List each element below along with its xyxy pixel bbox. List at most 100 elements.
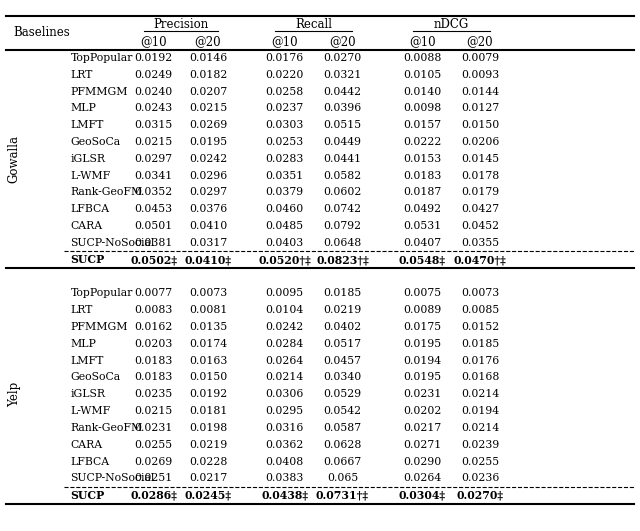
Text: 0.0174: 0.0174 <box>189 339 227 349</box>
Text: 0.0648: 0.0648 <box>323 238 362 248</box>
Text: 0.0095: 0.0095 <box>266 288 304 298</box>
Text: 0.0410: 0.0410 <box>189 221 227 231</box>
Text: 0.0127: 0.0127 <box>461 104 499 114</box>
Text: 0.0146: 0.0146 <box>189 53 227 63</box>
Text: L-WMF: L-WMF <box>70 170 111 181</box>
Text: PFMMGM: PFMMGM <box>70 322 128 332</box>
Text: 0.065: 0.065 <box>327 473 358 483</box>
Text: 0.0379: 0.0379 <box>266 187 304 198</box>
Text: 0.0181: 0.0181 <box>189 406 227 416</box>
Text: Baselines: Baselines <box>13 26 70 39</box>
Text: 0.0667: 0.0667 <box>323 457 362 467</box>
Text: 0.0255: 0.0255 <box>134 440 173 450</box>
Text: 0.0168: 0.0168 <box>461 372 499 382</box>
Text: PFMMGM: PFMMGM <box>70 87 128 97</box>
Text: 0.0515: 0.0515 <box>323 120 362 130</box>
Text: 0.0219: 0.0219 <box>189 440 227 450</box>
Text: 0.0340: 0.0340 <box>323 372 362 382</box>
Text: 0.0228: 0.0228 <box>189 457 227 467</box>
Text: 0.0105: 0.0105 <box>403 70 442 80</box>
Text: 0.0214: 0.0214 <box>266 372 304 382</box>
Text: 0.0081: 0.0081 <box>189 305 227 315</box>
Text: L-WMF: L-WMF <box>70 406 111 416</box>
Text: LRT: LRT <box>70 305 93 315</box>
Text: 0.0255: 0.0255 <box>461 457 499 467</box>
Text: 0.0253: 0.0253 <box>266 137 304 147</box>
Text: 0.0381: 0.0381 <box>134 238 173 248</box>
Text: 0.0075: 0.0075 <box>403 288 442 298</box>
Text: 0.0214: 0.0214 <box>461 423 499 433</box>
Text: 0.0135: 0.0135 <box>189 322 227 332</box>
Text: 0.0237: 0.0237 <box>266 104 304 114</box>
Text: 0.0178: 0.0178 <box>461 170 499 181</box>
Text: 0.0470†‡: 0.0470†‡ <box>454 254 506 266</box>
Text: Gowalla: Gowalla <box>8 135 20 183</box>
Text: 0.0194: 0.0194 <box>403 356 442 366</box>
Text: 0.0295: 0.0295 <box>266 406 304 416</box>
Text: @10: @10 <box>409 35 436 48</box>
Text: 0.0290: 0.0290 <box>403 457 442 467</box>
Text: 0.0792: 0.0792 <box>323 221 362 231</box>
Text: 0.0231: 0.0231 <box>134 423 173 433</box>
Text: 0.0207: 0.0207 <box>189 87 227 97</box>
Text: 0.0179: 0.0179 <box>461 187 499 198</box>
Text: 0.0408: 0.0408 <box>266 457 304 467</box>
Text: TopPopular: TopPopular <box>70 288 132 298</box>
Text: 0.0085: 0.0085 <box>461 305 499 315</box>
Text: nDCG: nDCG <box>433 18 469 31</box>
Text: 0.0317: 0.0317 <box>189 238 227 248</box>
Text: 0.0073: 0.0073 <box>189 288 227 298</box>
Text: 0.0284: 0.0284 <box>266 339 304 349</box>
Text: 0.0236: 0.0236 <box>461 473 499 483</box>
Text: LMFT: LMFT <box>70 356 104 366</box>
Text: 0.0258: 0.0258 <box>266 87 304 97</box>
Text: 0.0410‡: 0.0410‡ <box>184 254 232 266</box>
Text: 0.0093: 0.0093 <box>461 70 499 80</box>
Text: 0.0582: 0.0582 <box>323 170 362 181</box>
Text: 0.0542: 0.0542 <box>323 406 362 416</box>
Text: 0.0198: 0.0198 <box>189 423 227 433</box>
Text: 0.0355: 0.0355 <box>461 238 499 248</box>
Text: 0.0152: 0.0152 <box>461 322 499 332</box>
Text: 0.0162: 0.0162 <box>134 322 173 332</box>
Text: 0.0175: 0.0175 <box>403 322 442 332</box>
Text: 0.0731†‡: 0.0731†‡ <box>316 490 369 501</box>
Text: 0.0460: 0.0460 <box>266 204 304 215</box>
Text: iGLSR: iGLSR <box>70 154 106 164</box>
Text: 0.0352: 0.0352 <box>134 187 173 198</box>
Text: 0.0243: 0.0243 <box>134 104 173 114</box>
Text: 0.0249: 0.0249 <box>134 70 173 80</box>
Text: 0.0183: 0.0183 <box>134 372 173 382</box>
Text: 0.0529: 0.0529 <box>323 389 362 399</box>
Text: MLP: MLP <box>70 104 96 114</box>
Text: 0.0269: 0.0269 <box>134 457 173 467</box>
Text: 0.0442: 0.0442 <box>323 87 362 97</box>
Text: 0.0297: 0.0297 <box>189 187 227 198</box>
Text: 0.0194: 0.0194 <box>461 406 499 416</box>
Text: 0.0286‡: 0.0286‡ <box>130 490 177 501</box>
Text: 0.0492: 0.0492 <box>403 204 442 215</box>
Text: 0.0264: 0.0264 <box>266 356 304 366</box>
Text: MLP: MLP <box>70 339 96 349</box>
Text: 0.0150: 0.0150 <box>461 120 499 130</box>
Text: 0.0251: 0.0251 <box>134 473 173 483</box>
Text: 0.0145: 0.0145 <box>461 154 499 164</box>
Text: 0.0183: 0.0183 <box>403 170 442 181</box>
Text: @10: @10 <box>271 35 298 48</box>
Text: CARA: CARA <box>70 221 102 231</box>
Text: Recall: Recall <box>295 18 332 31</box>
Text: GeoSoCa: GeoSoCa <box>70 372 120 382</box>
Text: 0.0351: 0.0351 <box>266 170 304 181</box>
Text: 0.0163: 0.0163 <box>189 356 227 366</box>
Text: SUCP: SUCP <box>70 490 105 501</box>
Text: 0.0183: 0.0183 <box>134 356 173 366</box>
Text: 0.0403: 0.0403 <box>266 238 304 248</box>
Text: 0.0520†‡: 0.0520†‡ <box>259 254 311 266</box>
Text: Rank-GeoFM: Rank-GeoFM <box>70 423 143 433</box>
Text: 0.0441: 0.0441 <box>323 154 362 164</box>
Text: 0.0240: 0.0240 <box>134 87 173 97</box>
Text: 0.0449: 0.0449 <box>323 137 362 147</box>
Text: 0.0239: 0.0239 <box>461 440 499 450</box>
Text: SUCP-NoSocial: SUCP-NoSocial <box>70 238 155 248</box>
Text: 0.0452: 0.0452 <box>461 221 499 231</box>
